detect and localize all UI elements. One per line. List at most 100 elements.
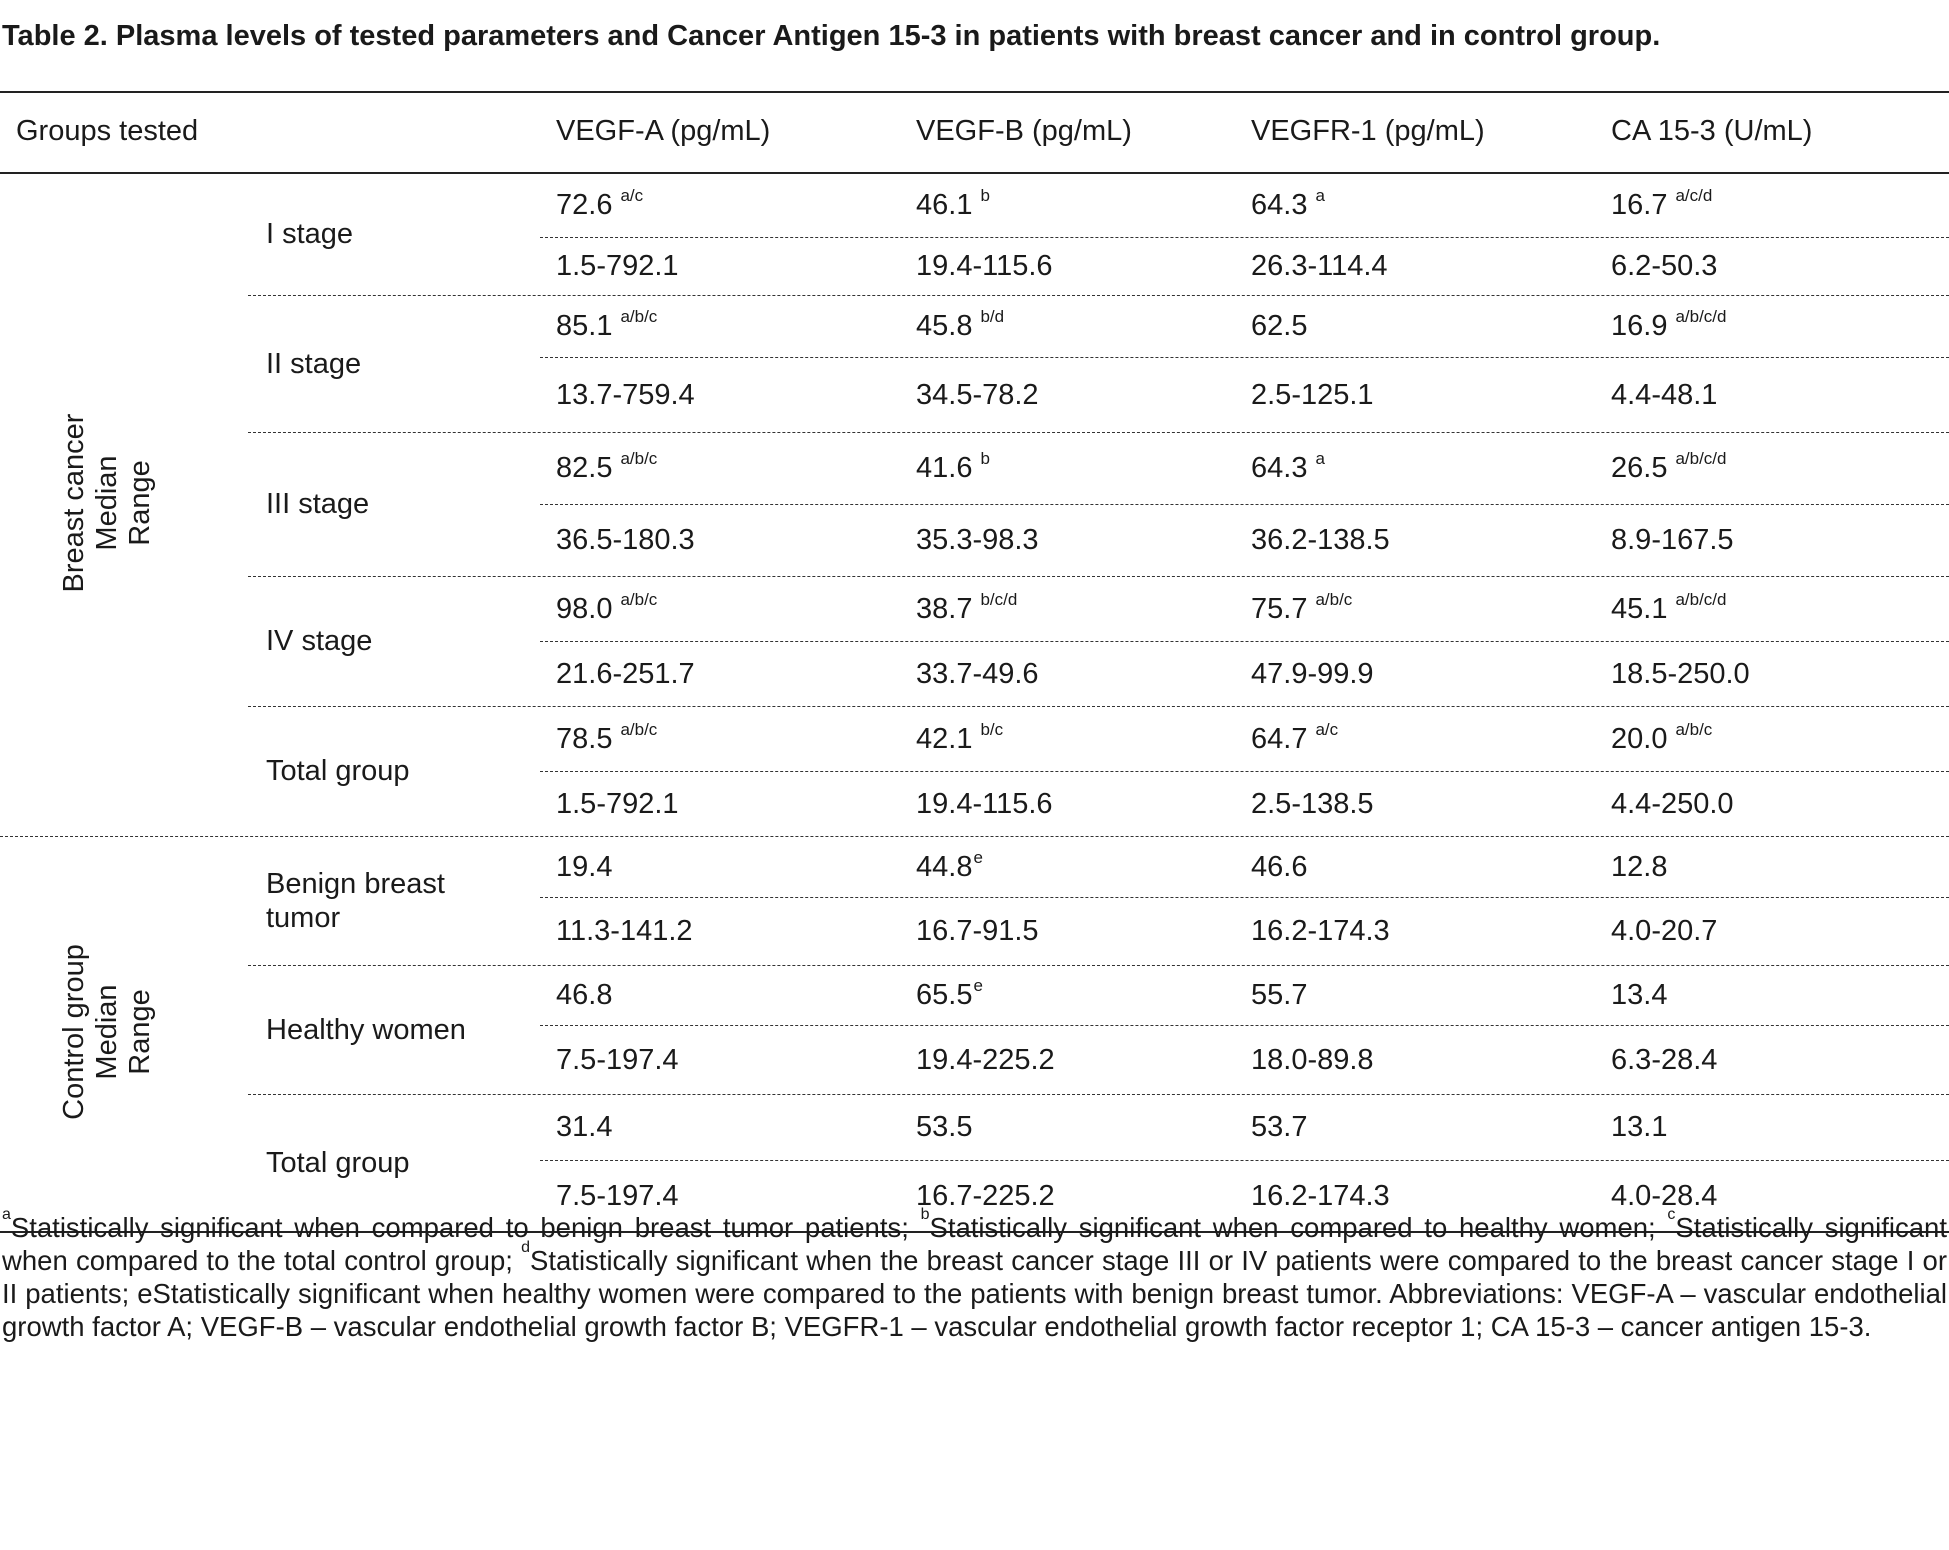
significance-mark: a/c	[620, 186, 644, 205]
row-label: I stage	[266, 218, 354, 250]
median-value: 98.0	[556, 592, 613, 625]
range-cell: 33.7-49.6	[916, 657, 1039, 690]
range-cell: 2.5-138.5	[1251, 787, 1374, 820]
significance-mark: a/b/c	[620, 449, 658, 468]
range-cell: 18.0-89.8	[1251, 1043, 1374, 1076]
median-cell: 26.5 a/b/c/d	[1611, 450, 1727, 486]
median-value: 41.6	[916, 452, 973, 484]
median-value: 13.1	[1611, 1111, 1668, 1143]
median-value: 78.5	[556, 722, 613, 755]
significance-mark: b	[980, 449, 990, 468]
median-value: 46.6	[1251, 850, 1308, 883]
header-vegf-b: VEGF-B (pg/mL)	[916, 115, 1132, 147]
range-cell: 13.7-759.4	[556, 378, 695, 411]
median-value: 42.1	[916, 722, 973, 755]
median-cell: 41.6 b	[916, 450, 990, 486]
range-cell: 4.4-250.0	[1611, 787, 1734, 820]
median-value: 45.8	[916, 310, 973, 342]
median-cell: 46.1 b	[916, 187, 990, 223]
median-cell: 13.4	[1611, 977, 1667, 1013]
row-divider	[248, 576, 1949, 577]
range-cell: 16.7-91.5	[916, 915, 1039, 947]
range-cell: 6.3-28.4	[1611, 1043, 1718, 1076]
significance-mark: a/b/c/d	[1675, 449, 1727, 468]
median-value: 64.3	[1251, 452, 1308, 484]
section-label-breast-cancer: Breast cancer Median Range	[58, 413, 156, 593]
row-divider	[248, 295, 1949, 296]
row-label: Total group	[266, 1146, 410, 1179]
range-cell: 7.5-197.4	[556, 1043, 679, 1076]
median-value: 53.7	[1251, 1111, 1308, 1143]
range-cell: 34.5-78.2	[916, 378, 1039, 411]
median-value: 46.8	[556, 979, 613, 1011]
range-cell: 11.3-141.2	[556, 915, 693, 947]
range-cell: 8.9-167.5	[1611, 524, 1734, 556]
median-cell: 64.7 a/c	[1251, 721, 1338, 757]
median-cell: 38.7 b/c/d	[916, 591, 1017, 627]
median-cell: 53.7	[1251, 1109, 1307, 1145]
median-cell: 45.8 b/d	[916, 308, 1004, 344]
median-cell: 75.7 a/b/c	[1251, 591, 1352, 627]
header-groups-tested: Groups tested	[16, 115, 199, 147]
significance-mark: a	[1315, 186, 1325, 205]
range-cell: 36.2-138.5	[1251, 524, 1390, 556]
row-label: Healthy women	[266, 1013, 466, 1046]
range-cell: 16.2-174.3	[1251, 915, 1390, 947]
median-cell: 82.5 a/b/c	[556, 450, 657, 486]
median-value: 13.4	[1611, 979, 1668, 1011]
header-vegfr-1: VEGFR-1 (pg/mL)	[1251, 115, 1485, 147]
median-cell: 31.4	[556, 1109, 612, 1145]
range-cell: 26.3-114.4	[1251, 250, 1388, 282]
significance-mark: e	[973, 847, 983, 867]
row-label: IV stage	[266, 625, 373, 657]
section-divider	[0, 836, 1949, 837]
median-value: 85.1	[556, 310, 613, 342]
range-cell: 19.4-115.6	[916, 250, 1053, 282]
section-label-control-group: Control group Median Range	[58, 944, 156, 1120]
median-value: 46.1	[916, 189, 973, 221]
median-cell: 53.5	[916, 1109, 972, 1145]
range-cell: 47.9-99.9	[1251, 657, 1374, 690]
median-value: 72.6	[556, 189, 613, 221]
row-divider	[248, 1094, 1949, 1095]
median-value: 16.9	[1611, 310, 1668, 342]
range-cell: 4.0-28.4	[1611, 1179, 1718, 1212]
median-value: 64.3	[1251, 189, 1308, 221]
significance-mark: a	[1315, 449, 1325, 468]
range-cell: 16.7-225.2	[916, 1179, 1055, 1212]
median-cell: 16.7 a/c/d	[1611, 187, 1712, 223]
range-cell: 6.2-50.3	[1611, 250, 1718, 282]
header-vegf-a: VEGF-A (pg/mL)	[556, 115, 771, 147]
row-label: III stage	[266, 488, 370, 520]
median-range-divider	[540, 1160, 1949, 1161]
median-value: 62.5	[1251, 310, 1308, 342]
median-value: 45.1	[1611, 592, 1668, 625]
median-cell: 46.8	[556, 977, 612, 1013]
median-range-divider	[540, 771, 1949, 772]
median-range-divider	[540, 641, 1949, 642]
range-cell: 36.5-180.3	[556, 524, 695, 556]
table-title: Table 2. Plasma levels of tested paramet…	[2, 20, 1661, 52]
median-range-divider	[540, 504, 1949, 505]
significance-mark: a/b/c/d	[1675, 589, 1727, 609]
median-value: 75.7	[1251, 592, 1308, 625]
median-value: 31.4	[556, 1111, 613, 1143]
range-cell: 19.4-225.2	[916, 1043, 1055, 1076]
median-cell: 78.5 a/b/c	[556, 721, 657, 757]
median-value: 65.5	[916, 979, 973, 1011]
row-label-cont: tumor	[266, 901, 341, 934]
range-cell: 16.2-174.3	[1251, 1179, 1390, 1212]
significance-mark: a/b/c	[620, 307, 658, 326]
range-cell: 1.5-792.1	[556, 787, 679, 820]
median-cell: 62.5	[1251, 308, 1307, 344]
top-rule	[0, 91, 1949, 93]
significance-mark: a/b/c/d	[1675, 307, 1727, 326]
median-value: 53.5	[916, 1111, 973, 1143]
range-cell: 21.6-251.7	[556, 657, 695, 690]
median-cell: 55.7	[1251, 977, 1307, 1013]
significance-mark: b/c	[980, 719, 1004, 739]
median-cell: 42.1 b/c	[916, 721, 1003, 757]
row-divider	[248, 706, 1949, 707]
median-cell: 64.3 a	[1251, 450, 1325, 486]
significance-mark: b/c/d	[980, 589, 1018, 609]
